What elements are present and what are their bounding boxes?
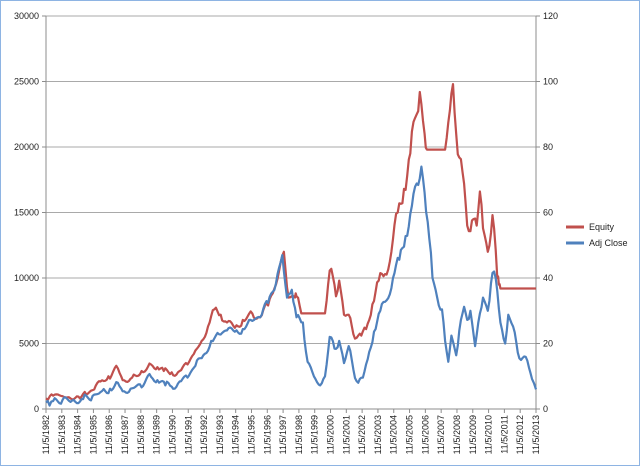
- legend-label-adj-close: Adj Close: [589, 238, 628, 248]
- y-axis-left: 0 5000 10000 15000 20000 25000 30000: [14, 11, 46, 414]
- x-tick-label: 11/5/2007: [436, 415, 446, 454]
- x-tick-label: 11/5/1995: [246, 415, 256, 454]
- x-tick-label: 11/5/1987: [120, 415, 130, 454]
- x-tick-label: 11/5/2009: [468, 415, 478, 454]
- y-right-tick-label: 0: [543, 404, 548, 414]
- x-axis: 11/5/1982 11/5/1983 11/5/1984 11/5/1985 11/5…: [41, 409, 541, 454]
- x-tick-label: 11/5/2011: [499, 415, 509, 454]
- y-left-tick-label: 10000: [14, 273, 39, 283]
- x-tick-label: 11/5/1993: [215, 415, 225, 454]
- x-tick-label: 11/5/1997: [278, 415, 288, 454]
- series-line-equity: [45, 83, 536, 401]
- x-tick-label: 11/5/1986: [104, 415, 114, 454]
- x-tick-label: 11/5/1990: [167, 415, 177, 454]
- y-left-tick-label: 30000: [14, 11, 39, 21]
- x-tick-label: 11/5/1999: [310, 415, 320, 454]
- y-right-tick-label: 20: [543, 339, 553, 349]
- x-tick-label: 11/5/1992: [199, 415, 209, 454]
- y-axis-right: 0 20 40 60 80 100 120: [536, 11, 558, 414]
- y-right-tick-label: 40: [543, 273, 553, 283]
- gridlines: [45, 15, 537, 410]
- x-tick-label: 11/5/1998: [294, 415, 304, 454]
- x-tick-label: 11/5/1991: [183, 415, 193, 454]
- y-right-tick-label: 60: [543, 208, 553, 218]
- x-tick-label: 11/5/2013: [531, 415, 541, 454]
- series-group: [45, 83, 538, 407]
- x-tick-label: 11/5/2006: [420, 415, 430, 454]
- x-tick-label: 11/5/1982: [41, 415, 51, 454]
- y-right-tick-label: 80: [543, 142, 553, 152]
- x-tick-label: 11/5/1988: [136, 415, 146, 454]
- x-tick-label: 11/5/2001: [341, 415, 351, 454]
- x-tick-label: 11/5/2002: [357, 415, 367, 454]
- x-tick-label: 11/5/1983: [57, 415, 67, 454]
- x-tick-label: 11/5/2004: [389, 415, 399, 454]
- x-tick-label: 11/5/2000: [326, 415, 336, 454]
- x-tick-label: 11/5/2010: [484, 415, 494, 454]
- y-right-tick-label: 120: [543, 11, 558, 21]
- y-left-tick-label: 5000: [19, 339, 39, 349]
- x-tick-label: 11/5/1985: [88, 415, 98, 454]
- legend-label-equity: Equity: [589, 222, 615, 232]
- y-left-tick-label: 25000: [14, 77, 39, 87]
- x-tick-label: 11/5/2005: [405, 415, 415, 454]
- y-right-tick-label: 100: [543, 77, 558, 87]
- y-left-tick-label: 0: [34, 404, 39, 414]
- x-tick-label: 11/5/2003: [373, 415, 383, 454]
- x-tick-label: 11/5/1984: [73, 415, 83, 454]
- x-tick-label: 11/5/1994: [231, 415, 241, 454]
- x-tick-label: 11/5/2012: [515, 415, 525, 454]
- x-tick-label: 11/5/2008: [452, 415, 462, 454]
- legend: Equity Adj Close: [566, 222, 628, 248]
- x-tick-label: 11/5/1996: [262, 415, 272, 454]
- x-tick-label: 11/5/1989: [152, 415, 162, 454]
- series-line-adj-close: [45, 165, 538, 407]
- y-left-tick-label: 20000: [14, 142, 39, 152]
- y-left-tick-label: 15000: [14, 208, 39, 218]
